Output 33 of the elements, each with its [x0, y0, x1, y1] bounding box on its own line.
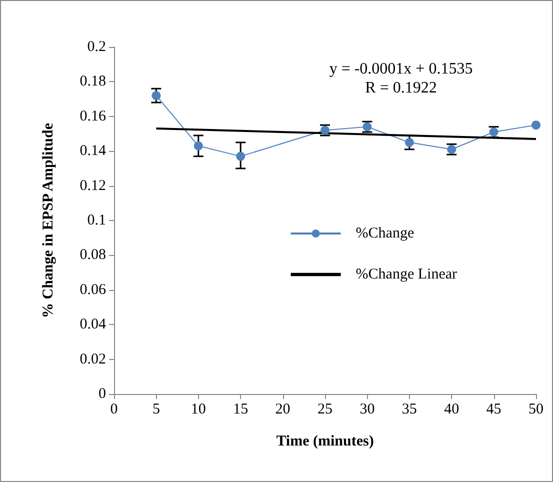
point [194, 141, 203, 150]
point [532, 120, 540, 130]
x-tick-label: 30 [360, 402, 375, 418]
x-tick-label: 15 [233, 402, 248, 418]
y-tick-label: 0.04 [80, 316, 106, 333]
x-axis-title: Time (minutes) [276, 434, 374, 450]
legend-label: %Change [356, 226, 414, 242]
x-tick-label: 5 [152, 402, 160, 418]
y-tick-label: 0.08 [80, 247, 106, 264]
annotation: y = -0.0001x + 0.1535 [329, 60, 473, 78]
y-tick-label: 0.18 [80, 74, 106, 90]
y-tick-label: 0.14 [80, 143, 106, 160]
point [236, 152, 246, 161]
y-tick-label: 0.16 [80, 108, 106, 124]
x-tick-label: 0 [110, 402, 118, 418]
y-axis-title: % Change in EPSP Amplitude [40, 122, 56, 318]
annotation: R = 0.1922 [365, 80, 437, 96]
x-tick-label: 45 [486, 402, 502, 418]
x-tick-label: 20 [275, 402, 290, 418]
point [404, 138, 414, 147]
point [152, 91, 161, 100]
y-tick-label: 0.02 [80, 351, 106, 368]
x-tick-label: 25 [318, 402, 332, 418]
y-tick-label: 0 [98, 386, 106, 402]
x-tick-label: 40 [444, 402, 460, 418]
x-tick-label: 35 [402, 402, 417, 418]
x-tick-label: 50 [528, 402, 544, 418]
y-tick-label: 0.06 [80, 282, 106, 298]
y-tick-label: 0.12 [80, 178, 106, 194]
legend-label: %Change Linear [356, 266, 458, 282]
x-tick-label: 10 [190, 402, 206, 418]
y-tick-label: 0.2 [87, 39, 106, 55]
y-tick-label: 0.1 [87, 212, 106, 228]
